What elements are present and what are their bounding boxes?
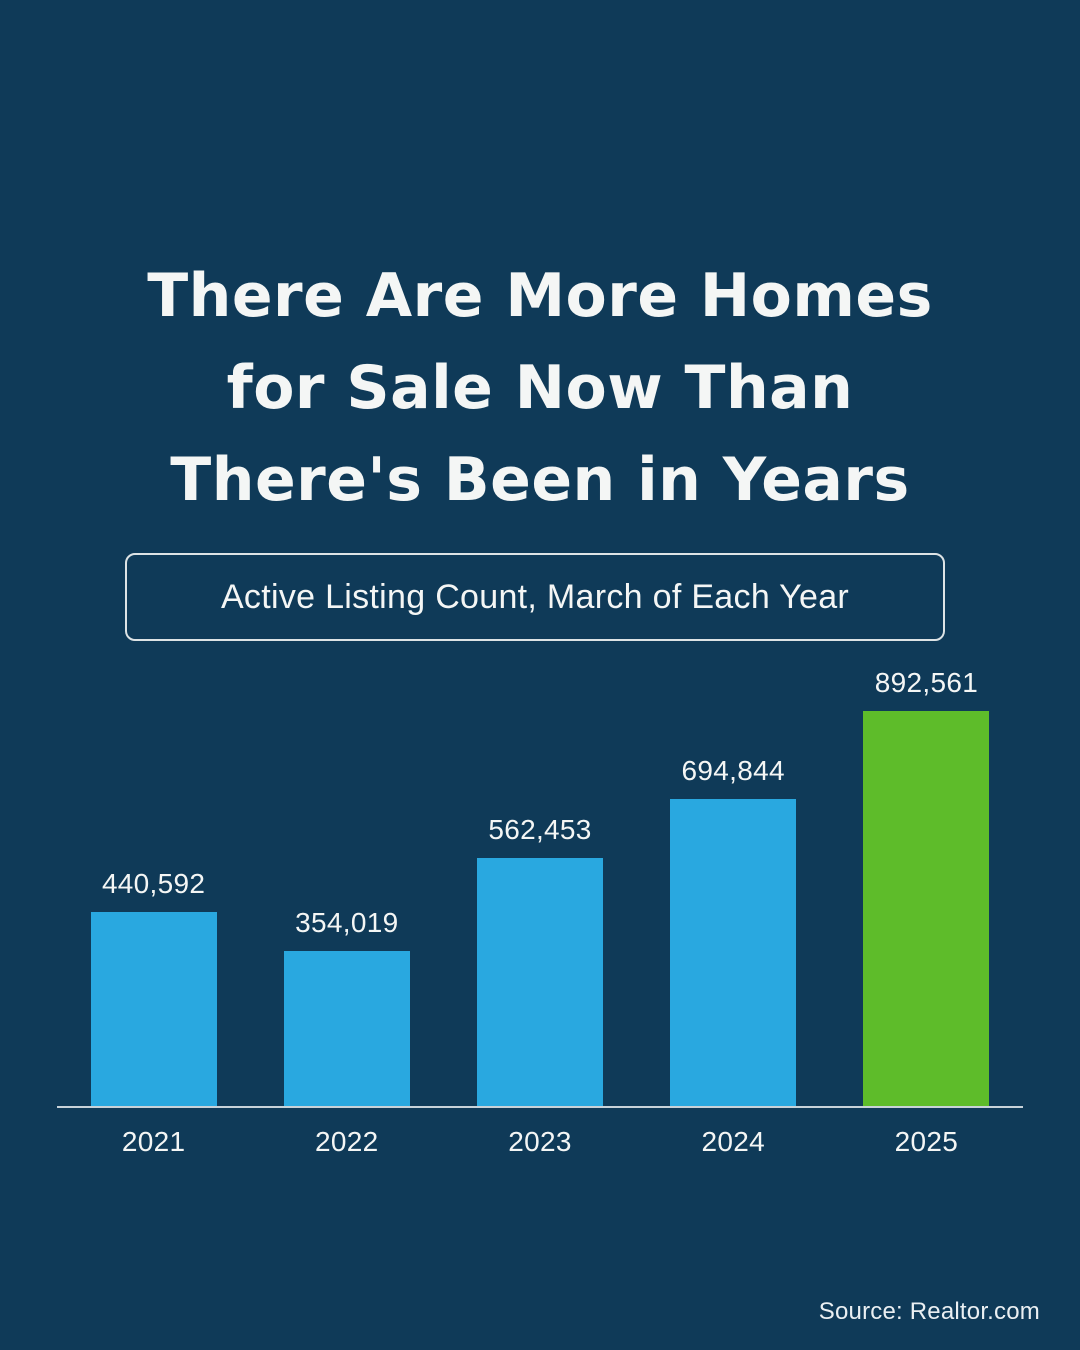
title-line-2: for Sale Now Than [226,353,854,423]
year-label-area-2022: 2022 [315,1108,379,1160]
year-label-2023: 2023 [508,1126,572,1157]
bar-2024 [670,799,797,1108]
bar-2021 [90,912,217,1108]
year-label-area-2023: 2023 [508,1108,572,1160]
year-label-area-2021: 2021 [122,1108,186,1160]
bar-group-2023: 562,453 2023 [443,814,636,1160]
year-label-2024: 2024 [701,1126,765,1157]
bar-group-2022: 354,019 2022 [250,907,443,1160]
value-label-2025: 892,561 [874,667,979,698]
year-label-2025: 2025 [894,1126,959,1157]
year-label-area-2024: 2024 [701,1108,765,1160]
value-label-2024: 694,844 [681,755,785,786]
bar-group-2025: 892,561 2025 [830,667,1023,1160]
value-label-2023: 562,453 [488,814,592,845]
chart-subtitle: Active Listing Count, March of Each Year [220,577,850,616]
chart-subtitle-box: Active Listing Count, March of Each Year [125,553,945,641]
bar-2023 [477,858,603,1108]
value-label-2022: 354,019 [295,907,399,938]
bar-2025 [863,711,990,1108]
year-label-area-2025: 2025 [895,1108,959,1160]
bar-chart: 440,592 2021 354,019 2022 562,453 2023 694,844… [57,663,1023,1160]
title-line-3: There's Been in Years [170,445,910,515]
page-title: There Are More Homes for Sale Now Than T… [0,250,1080,526]
bar-2022 [283,951,410,1108]
year-label-2021: 2021 [121,1126,186,1157]
value-label-2021: 440,592 [101,868,206,899]
source-attribution: Source: Realtor.com [818,1298,1040,1325]
bar-group-2021: 440,592 2021 [57,868,250,1160]
year-label-2022: 2022 [315,1126,379,1157]
title-line-1: There Are More Homes [147,261,933,331]
x-axis-line [57,1106,1023,1108]
bar-group-2024: 694,844 2024 [637,755,830,1160]
